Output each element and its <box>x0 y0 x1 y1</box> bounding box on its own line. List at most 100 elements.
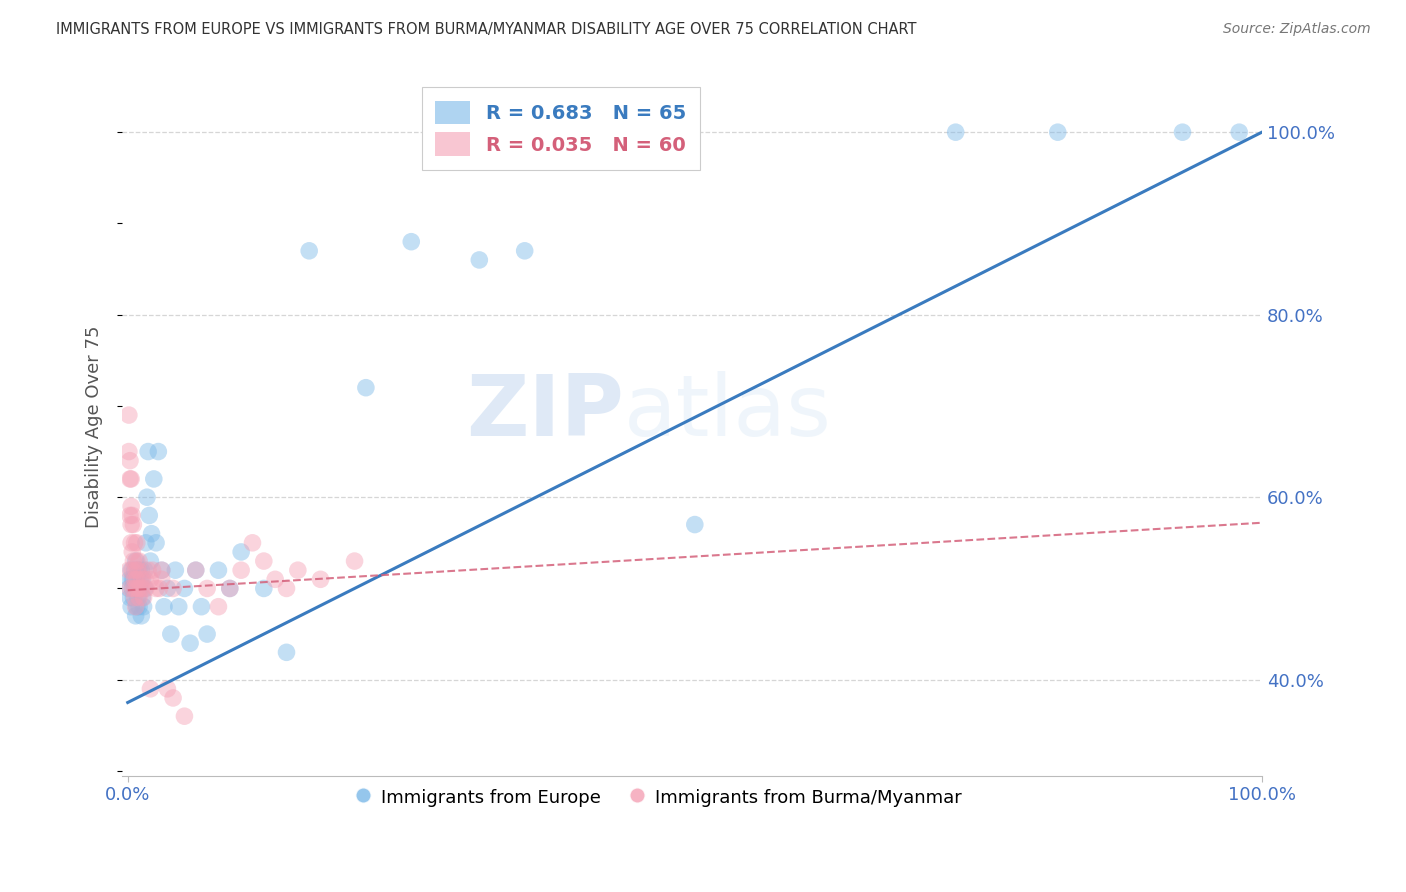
Point <box>127 591 149 605</box>
Legend: Immigrants from Europe, Immigrants from Burma/Myanmar: Immigrants from Europe, Immigrants from … <box>347 779 969 815</box>
Text: ZIP: ZIP <box>465 371 624 454</box>
Point <box>173 709 195 723</box>
Point <box>128 563 150 577</box>
Point <box>122 554 145 568</box>
Point <box>118 508 141 523</box>
Point <box>207 563 229 577</box>
Point <box>159 627 181 641</box>
Point <box>242 536 264 550</box>
Point <box>131 582 153 596</box>
Point <box>118 444 141 458</box>
Point <box>150 563 173 577</box>
Point <box>118 582 141 596</box>
Point <box>124 582 146 596</box>
Point <box>118 591 141 605</box>
Point <box>124 608 146 623</box>
Point <box>139 681 162 696</box>
Point <box>134 563 156 577</box>
Point <box>121 545 143 559</box>
Point <box>124 582 146 596</box>
Point <box>124 563 146 577</box>
Point <box>148 444 170 458</box>
Point <box>231 545 253 559</box>
Point <box>121 508 143 523</box>
Point <box>118 563 141 577</box>
Point <box>125 554 148 568</box>
Point <box>173 582 195 596</box>
Point <box>129 582 152 596</box>
Text: IMMIGRANTS FROM EUROPE VS IMMIGRANTS FROM BURMA/MYANMAR DISABILITY AGE OVER 75 C: IMMIGRANTS FROM EUROPE VS IMMIGRANTS FRO… <box>56 22 917 37</box>
Point <box>131 563 153 577</box>
Point <box>118 572 141 586</box>
Point <box>136 444 159 458</box>
Point <box>207 599 229 614</box>
Point <box>131 572 153 586</box>
Point <box>131 608 153 623</box>
Point <box>165 563 187 577</box>
Point <box>142 563 165 577</box>
Point <box>167 599 190 614</box>
Text: atlas: atlas <box>624 371 831 454</box>
Point <box>162 690 184 705</box>
Point <box>139 572 162 586</box>
Point <box>195 582 218 596</box>
Point <box>118 453 141 467</box>
Point <box>141 526 163 541</box>
Point <box>132 599 155 614</box>
Point <box>120 517 142 532</box>
Point <box>124 536 146 550</box>
Point <box>127 582 149 596</box>
Point <box>218 582 240 596</box>
Point <box>129 572 152 586</box>
Point <box>218 582 240 596</box>
Point <box>150 563 173 577</box>
Point <box>120 536 142 550</box>
Point <box>125 572 148 586</box>
Point <box>343 554 366 568</box>
Point <box>129 582 152 596</box>
Point <box>121 572 143 586</box>
Point <box>122 582 145 596</box>
Point <box>156 582 179 596</box>
Point <box>136 563 159 577</box>
Point <box>128 591 150 605</box>
Text: Source: ZipAtlas.com: Source: ZipAtlas.com <box>1223 22 1371 37</box>
Point <box>118 472 141 486</box>
Point <box>276 645 298 659</box>
Point <box>287 563 309 577</box>
Point <box>138 508 160 523</box>
Point <box>120 500 142 514</box>
Point <box>118 408 141 422</box>
Point <box>124 572 146 586</box>
Point <box>683 517 706 532</box>
Y-axis label: Disability Age Over 75: Disability Age Over 75 <box>86 326 103 528</box>
Point <box>1227 125 1250 139</box>
Point <box>125 572 148 586</box>
Point <box>179 636 201 650</box>
Point <box>945 125 967 139</box>
Point <box>190 599 212 614</box>
Point <box>124 563 146 577</box>
Point <box>1171 125 1194 139</box>
Point <box>125 536 148 550</box>
Point <box>124 591 146 605</box>
Point <box>139 554 162 568</box>
Point <box>118 582 141 596</box>
Point <box>124 599 146 614</box>
Point <box>120 599 142 614</box>
Point <box>468 252 491 267</box>
Point <box>128 554 150 568</box>
Point <box>309 572 332 586</box>
Point <box>124 554 146 568</box>
Point <box>122 517 145 532</box>
Point <box>122 591 145 605</box>
Point <box>125 599 148 614</box>
Point <box>135 536 157 550</box>
Point <box>134 572 156 586</box>
Point <box>131 572 153 586</box>
Point <box>131 591 153 605</box>
Point <box>145 582 167 596</box>
Point <box>156 681 179 696</box>
Point <box>122 572 145 586</box>
Point <box>148 582 170 596</box>
